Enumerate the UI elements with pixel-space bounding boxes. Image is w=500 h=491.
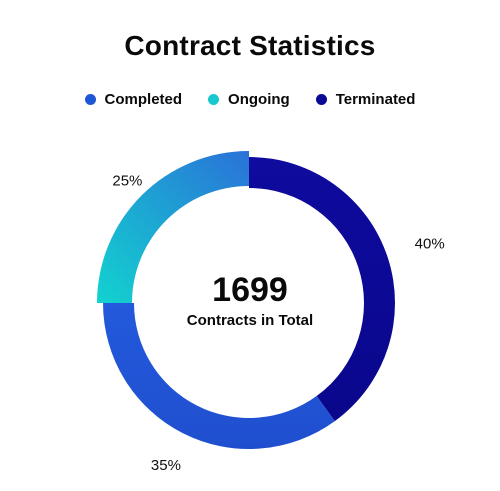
legend-label-completed: Completed bbox=[104, 91, 183, 108]
value-label-completed: 35% bbox=[151, 457, 181, 474]
slice-completed[interactable] bbox=[102, 303, 335, 449]
legend-item-completed[interactable]: Completed bbox=[84, 91, 183, 108]
chart-title: Contract Statistics bbox=[124, 30, 376, 61]
value-label-terminated: 40% bbox=[415, 235, 445, 252]
center-total-value: 1699 bbox=[212, 271, 288, 309]
legend: Completed Ongoing Terminated bbox=[0, 91, 500, 108]
legend-dot-completed bbox=[84, 94, 96, 105]
legend-label-terminated: Terminated bbox=[335, 91, 416, 108]
slice-terminated[interactable] bbox=[249, 157, 395, 422]
legend-label-ongoing: Ongoing bbox=[228, 91, 290, 108]
center-total-caption: Contracts in Total bbox=[186, 312, 314, 329]
value-label-ongoing: 25% bbox=[112, 172, 142, 189]
legend-dot-terminated bbox=[315, 94, 327, 105]
legend-item-ongoing[interactable]: Ongoing bbox=[208, 91, 290, 108]
legend-item-terminated[interactable]: Terminated bbox=[315, 91, 416, 108]
slice-ongoing[interactable] bbox=[97, 151, 249, 303]
legend-dot-ongoing bbox=[208, 94, 220, 105]
